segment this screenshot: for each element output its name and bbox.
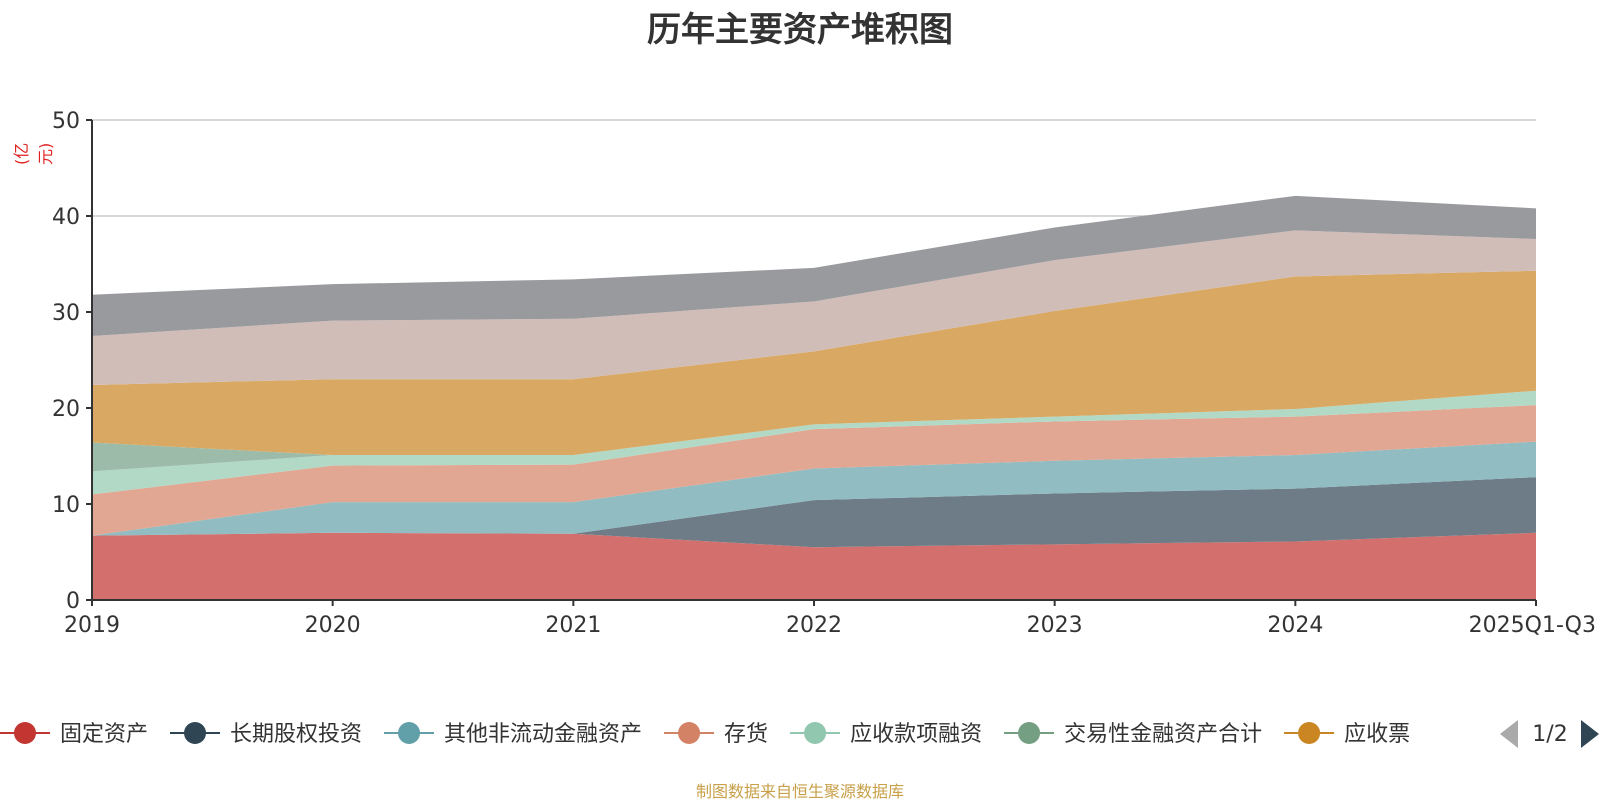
y-tick-label: 20 xyxy=(52,397,80,422)
x-tick-label: 2025Q1-Q3 xyxy=(1469,613,1596,638)
legend-prev-page-icon[interactable] xyxy=(1500,720,1518,748)
legend-label: 长期股权投资 xyxy=(230,722,362,747)
area-series-1 xyxy=(92,477,1536,548)
legend-label: 交易性金融资产合计 xyxy=(1064,722,1262,747)
x-tick-label: 2023 xyxy=(1027,613,1083,638)
y-tick-label: 40 xyxy=(52,205,80,230)
area-series-2 xyxy=(92,441,1536,536)
legend-label: 其他非流动金融资产 xyxy=(444,722,642,747)
y-tick-label: 10 xyxy=(52,493,80,518)
legend: 固定资产 长期股权投资 其他非流动金融资产 存货 应收款项融资 交易性金融资产合计 应收票 1… xyxy=(0,720,1599,748)
area-series-7 xyxy=(92,230,1536,385)
area-series xyxy=(92,195,1536,600)
area-series-3 xyxy=(92,405,1536,536)
axes: 0 10 20 30 40 50 2019 2020 2021 2022 2023 2024 2025Q… xyxy=(52,109,1596,638)
legend-next-page-icon[interactable] xyxy=(1581,720,1599,748)
y-tick-label: 30 xyxy=(52,301,80,326)
legend-page-indicator: 1/2 xyxy=(1532,722,1567,747)
legend-item[interactable]: 交易性金融资产合计 xyxy=(1004,722,1262,747)
legend-marker-icon xyxy=(804,722,827,744)
legend-label: 应收票 xyxy=(1344,722,1410,747)
legend-item[interactable]: 存货 xyxy=(664,722,768,747)
legend-item[interactable]: 其他非流动金融资产 xyxy=(384,722,642,747)
chart-title: 历年主要资产堆积图 xyxy=(647,10,953,50)
legend-marker-icon xyxy=(14,722,36,744)
legend-item[interactable]: 固定资产 xyxy=(0,722,148,747)
legend-label: 固定资产 xyxy=(60,722,148,747)
x-tick-label: 2022 xyxy=(786,613,842,638)
area-series-8 xyxy=(92,195,1536,336)
x-tick-label: 2020 xyxy=(305,613,361,638)
x-tick-label: 2019 xyxy=(64,613,120,638)
legend-label: 应收款项融资 xyxy=(850,722,982,747)
legend-marker-icon xyxy=(184,722,207,744)
legend-item[interactable]: 长期股权投资 xyxy=(170,722,362,747)
area-series-4 xyxy=(92,390,1536,495)
x-tick-label: 2021 xyxy=(545,613,601,638)
y-tick-label: 50 xyxy=(52,109,80,134)
legend-item[interactable]: 应收票 xyxy=(1284,722,1410,747)
legend-marker-icon xyxy=(1018,722,1041,744)
area-series-0 xyxy=(92,532,1536,600)
legend-item[interactable]: 应收款项融资 xyxy=(790,722,982,747)
legend-marker-icon xyxy=(1298,722,1321,744)
y-tick-label: 0 xyxy=(66,589,80,614)
data-source-note: 制图数据来自恒生聚源数据库 xyxy=(695,782,904,801)
legend-label: 存货 xyxy=(724,722,768,747)
legend-pager: 1/2 xyxy=(1500,720,1599,748)
legend-marker-icon xyxy=(398,722,421,744)
area-series-6 xyxy=(92,270,1536,456)
legend-marker-icon xyxy=(678,722,701,744)
x-tick-label: 2024 xyxy=(1267,613,1323,638)
